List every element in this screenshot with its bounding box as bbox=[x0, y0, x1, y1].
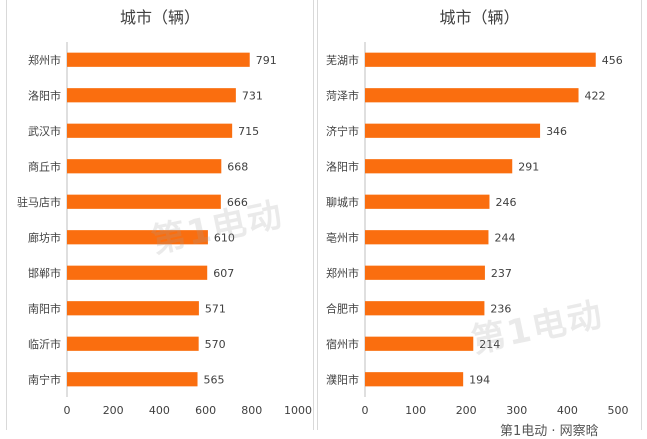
right-x-tick-label-2: 200 bbox=[456, 404, 477, 417]
right-category-label-6: 郑州市 bbox=[326, 266, 359, 280]
right-value-label-4: 246 bbox=[495, 196, 516, 209]
right-value-label-0: 456 bbox=[602, 54, 623, 67]
left-value-label-5: 610 bbox=[214, 231, 235, 244]
left-x-tick-label-4: 800 bbox=[241, 404, 262, 417]
left-value-label-8: 570 bbox=[205, 338, 226, 351]
right-value-label-3: 291 bbox=[518, 160, 539, 173]
right-value-label-6: 237 bbox=[491, 267, 512, 280]
left-bar-3 bbox=[67, 159, 222, 174]
right-category-label-7: 合肥市 bbox=[326, 301, 359, 315]
right-category-label-3: 洛阳市 bbox=[326, 159, 359, 173]
left-category-label-0: 郑州市 bbox=[28, 53, 61, 67]
left-chart-panel: 城市（辆） 郑州市 791 洛阳市 731 武汉市 715 商丘市 668 驻马店市 666 廊坊市… bbox=[6, 0, 314, 430]
left-category-label-1: 洛阳市 bbox=[28, 88, 61, 102]
left-bar-5 bbox=[67, 230, 208, 245]
right-value-label-8: 214 bbox=[479, 338, 500, 351]
right-x-tick-label-4: 400 bbox=[557, 404, 578, 417]
left-x-tick-label-3: 600 bbox=[195, 404, 216, 417]
left-bar-chart: 郑州市 791 洛阳市 731 武汉市 715 商丘市 668 驻马店市 666 廊坊市 610 邯郸市… bbox=[17, 42, 312, 417]
left-bar-6 bbox=[67, 265, 208, 280]
left-category-label-3: 商丘市 bbox=[28, 159, 61, 173]
left-bar-9 bbox=[67, 372, 198, 387]
left-category-label-7: 南阳市 bbox=[28, 301, 61, 315]
right-x-tick-label-1: 100 bbox=[405, 404, 426, 417]
right-category-label-0: 芜湖市 bbox=[326, 53, 359, 67]
right-category-label-8: 宿州市 bbox=[326, 337, 359, 351]
left-x-tick-label-0: 0 bbox=[64, 404, 71, 417]
left-chart-title: 城市（辆） bbox=[119, 8, 200, 27]
right-bar-1 bbox=[365, 88, 579, 103]
left-value-label-9: 565 bbox=[204, 373, 225, 386]
left-x-tick-label-5: 1000 bbox=[284, 404, 312, 417]
left-value-label-7: 571 bbox=[205, 302, 226, 315]
right-category-label-1: 菏泽市 bbox=[326, 88, 359, 102]
left-value-label-6: 607 bbox=[213, 267, 234, 280]
right-category-label-5: 亳州市 bbox=[326, 230, 359, 244]
right-category-label-9: 濮阳市 bbox=[326, 372, 359, 386]
right-value-label-7: 236 bbox=[490, 302, 511, 315]
left-bar-2 bbox=[67, 123, 233, 138]
left-category-label-5: 廊坊市 bbox=[28, 230, 61, 244]
right-bar-9 bbox=[365, 372, 464, 387]
left-category-label-4: 驻马店市 bbox=[17, 195, 61, 209]
left-category-label-9: 南宁市 bbox=[28, 372, 61, 386]
left-bar-0 bbox=[67, 52, 250, 67]
left-bar-7 bbox=[67, 301, 199, 316]
left-value-label-4: 666 bbox=[227, 196, 248, 209]
left-category-label-8: 临沂市 bbox=[28, 337, 61, 351]
right-chart-panel: 城市（辆） 芜湖市 456 菏泽市 422 济宁市 346 洛阳市 291 聊城市 246 亳州市 2… bbox=[317, 0, 642, 430]
right-bar-7 bbox=[365, 301, 485, 316]
right-bar-4 bbox=[365, 194, 490, 209]
left-x-tick-label-1: 200 bbox=[103, 404, 124, 417]
right-bar-6 bbox=[365, 265, 485, 280]
left-category-label-6: 邯郸市 bbox=[28, 266, 61, 280]
right-bar-3 bbox=[365, 159, 513, 174]
right-category-label-4: 聊城市 bbox=[326, 195, 359, 209]
left-bar-4 bbox=[67, 194, 221, 209]
right-bar-5 bbox=[365, 230, 489, 245]
right-x-tick-label-3: 300 bbox=[506, 404, 527, 417]
left-value-label-3: 668 bbox=[227, 160, 248, 173]
left-bar-1 bbox=[67, 88, 236, 103]
left-value-label-0: 791 bbox=[256, 54, 277, 67]
right-value-label-5: 244 bbox=[494, 231, 515, 244]
left-category-label-2: 武汉市 bbox=[28, 124, 61, 138]
right-category-label-2: 济宁市 bbox=[326, 124, 359, 138]
right-value-label-2: 346 bbox=[546, 125, 567, 138]
right-bar-0 bbox=[365, 52, 596, 67]
left-x-tick-label-2: 400 bbox=[149, 404, 170, 417]
right-x-tick-label-5: 500 bbox=[608, 404, 629, 417]
right-chart-title: 城市（辆） bbox=[439, 8, 520, 27]
footer-logo: 第1电动 · 网察晗 bbox=[500, 424, 599, 439]
right-value-label-9: 194 bbox=[469, 373, 490, 386]
right-bar-8 bbox=[365, 336, 474, 351]
right-bar-chart: 芜湖市 456 菏泽市 422 济宁市 346 洛阳市 291 聊城市 246 亳州市 244 郑州市 2… bbox=[326, 42, 629, 417]
left-bar-8 bbox=[67, 336, 199, 351]
right-value-label-1: 422 bbox=[585, 89, 606, 102]
left-value-label-2: 715 bbox=[238, 125, 259, 138]
right-x-tick-label-0: 0 bbox=[362, 404, 369, 417]
left-value-label-1: 731 bbox=[242, 89, 263, 102]
right-bar-2 bbox=[365, 123, 541, 138]
